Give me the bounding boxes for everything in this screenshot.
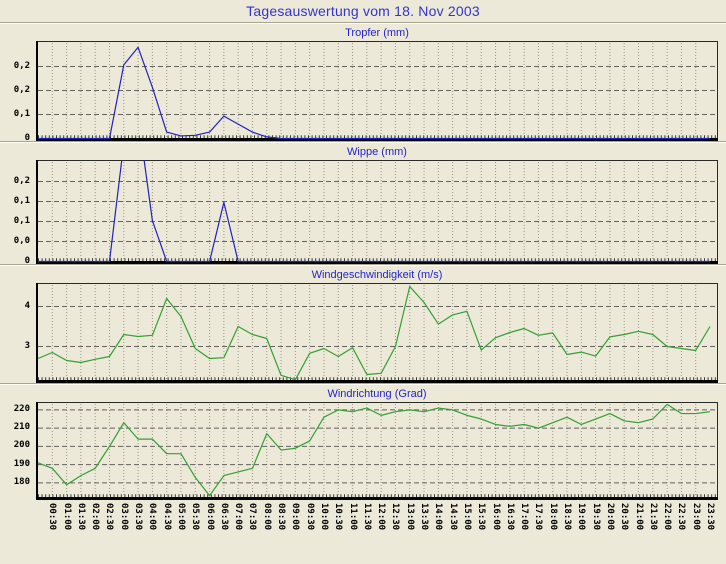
windrichtung-chart (36, 402, 718, 500)
x-tick-label: 06:00 (204, 503, 215, 531)
windrichtung-plot-area: 220 210 200 190 180 (14, 402, 718, 500)
x-tick-label: 21:30 (647, 503, 658, 531)
x-tick-label: 16:00 (490, 503, 501, 531)
x-tick-label: 22:00 (662, 503, 673, 531)
x-tick-label: 03:00 (118, 503, 129, 531)
y-tick-label: 0,2 (13, 84, 30, 95)
y-tick-label: 0 (24, 132, 30, 143)
y-tick-label: 210 (13, 422, 30, 433)
x-tick-label: 19:00 (576, 503, 587, 531)
x-tick-label: 16:30 (504, 503, 515, 531)
x-tick-label: 18:30 (562, 503, 573, 531)
windgeschwindigkeit-series-line (37, 285, 711, 381)
y-tick-label: 190 (13, 458, 30, 469)
x-tick-label: 14:00 (433, 503, 444, 531)
page-title: Tagesauswertung vom 18. Nov 2003 (246, 3, 480, 19)
x-tick-label: 19:30 (590, 503, 601, 531)
x-tick-label: 04:30 (161, 503, 172, 531)
x-tick-label: 15:00 (461, 503, 472, 531)
x-tick-label: 10:30 (333, 503, 344, 531)
x-tick-label: 22:30 (676, 503, 687, 531)
x-tick-label: 12:30 (390, 503, 401, 531)
x-tick-label: 01:00 (61, 503, 72, 531)
x-tick-label: 09:00 (290, 503, 301, 531)
x-tick-label: 08:00 (261, 503, 272, 531)
y-tick-label: 220 (13, 403, 30, 414)
windrichtung-chart-title: Windrichtung (Grad) (327, 388, 427, 400)
x-tick-label: 23:00 (690, 503, 701, 531)
x-tick-label: 14:30 (447, 503, 458, 531)
x-tick-label: 07:00 (233, 503, 244, 531)
y-tick-label: 200 (13, 440, 30, 451)
y-tick-label: 0,1 (13, 215, 30, 226)
tropfer-series-line (38, 46, 710, 140)
windgeschwindigkeit-chart-title: Windgeschwindigkeit (m/s) (311, 269, 443, 281)
x-tick-label: 13:00 (404, 503, 415, 531)
x-tick-label: 11:00 (347, 503, 358, 531)
y-tick-label: 180 (13, 476, 30, 487)
wippe-plot-area: 0,2 0,1 0,1 0,0 0 (14, 160, 718, 266)
x-tick-label: 06:30 (218, 503, 229, 531)
y-tick-label: 0,1 (13, 195, 30, 206)
x-tick-label: 15:30 (476, 503, 487, 531)
y-tick-label: 0,1 (13, 108, 30, 119)
x-tick-label: 04:00 (147, 503, 158, 531)
y-tick-label: 3 (24, 340, 30, 351)
x-tick-label: 02:00 (90, 503, 101, 531)
x-tick-label: 17:00 (519, 503, 530, 531)
y-tick-label: 0,2 (13, 175, 30, 186)
wippe-chart (36, 160, 718, 264)
wippe-section: Wippe (mm) 0,2 0,1 0,1 0,0 0 (0, 143, 726, 266)
tropfer-section: Tropfer (mm) 0,2 0,2 0,1 0 (0, 24, 726, 143)
x-tick-label: 05:30 (190, 503, 201, 531)
wippe-chart-title: Wippe (mm) (347, 146, 407, 158)
x-tick-label: 05:00 (175, 503, 186, 531)
wippe-series-line (38, 160, 710, 263)
x-tick-label: 20:30 (619, 503, 630, 531)
windrichtung-series-line (37, 403, 711, 497)
x-tick-label: 10:00 (318, 503, 329, 531)
tropfer-chart (36, 41, 718, 141)
x-axis-label-row: 00:30 01:00 01:30 02:00 02:30 03:00 03:30 04:00… (36, 500, 718, 548)
x-tick-label: 02:30 (104, 503, 115, 531)
x-tick-label: 03:30 (133, 503, 144, 531)
x-tick-label: 09:30 (304, 503, 315, 531)
x-tick-label: 12:00 (376, 503, 387, 531)
x-tick-label: 18:00 (547, 503, 558, 531)
divider-line (0, 22, 726, 24)
divider-line (0, 264, 726, 266)
tropfer-chart-title: Tropfer (mm) (345, 27, 409, 39)
x-tick-label: 11:30 (361, 503, 372, 531)
y-tick-label: 0,0 (13, 235, 30, 246)
y-tick-label: 0,2 (13, 60, 30, 71)
x-tick-label: 01:30 (75, 503, 86, 531)
x-tick-label: 13:30 (419, 503, 430, 531)
y-tick-label: 0 (24, 255, 30, 266)
divider-line (0, 383, 726, 385)
x-tick-label: 17:30 (533, 503, 544, 531)
x-tick-label: 08:30 (276, 503, 287, 531)
windrichtung-section: Windrichtung (Grad) 220 210 200 190 180 (0, 385, 726, 500)
x-tick-label: 20:00 (604, 503, 615, 531)
x-tick-label: 23:30 (705, 503, 715, 531)
divider-line (0, 141, 726, 143)
x-tick-label: 07:30 (247, 503, 258, 531)
x-tick-label: 00:30 (47, 503, 58, 531)
tropfer-plot-area: 0,2 0,2 0,1 0 (14, 41, 718, 143)
x-tick-label: 21:00 (633, 503, 644, 531)
windgeschwindigkeit-chart (36, 283, 718, 383)
y-tick-label: 4 (24, 300, 30, 311)
